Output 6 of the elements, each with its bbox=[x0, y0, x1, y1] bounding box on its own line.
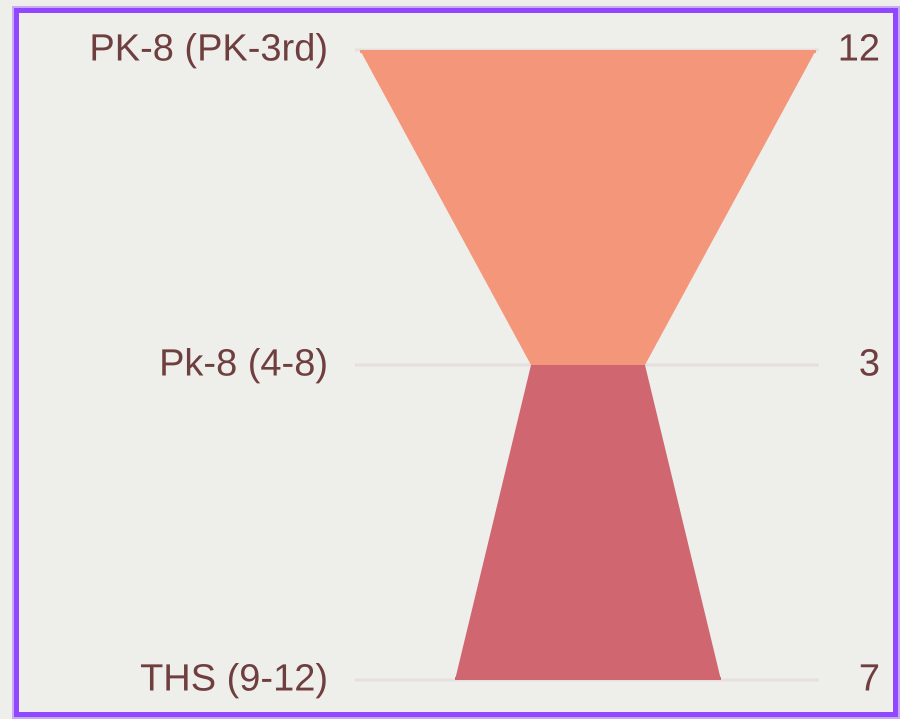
category-label: Pk-8 (4-8) bbox=[159, 342, 328, 384]
data-label: 12 bbox=[838, 27, 880, 70]
category-label: PK-8 (PK-3rd) bbox=[89, 27, 328, 70]
category-label: THS (9-12) bbox=[140, 657, 328, 700]
data-label: 3 bbox=[858, 342, 880, 384]
data-label: 7 bbox=[858, 657, 880, 700]
